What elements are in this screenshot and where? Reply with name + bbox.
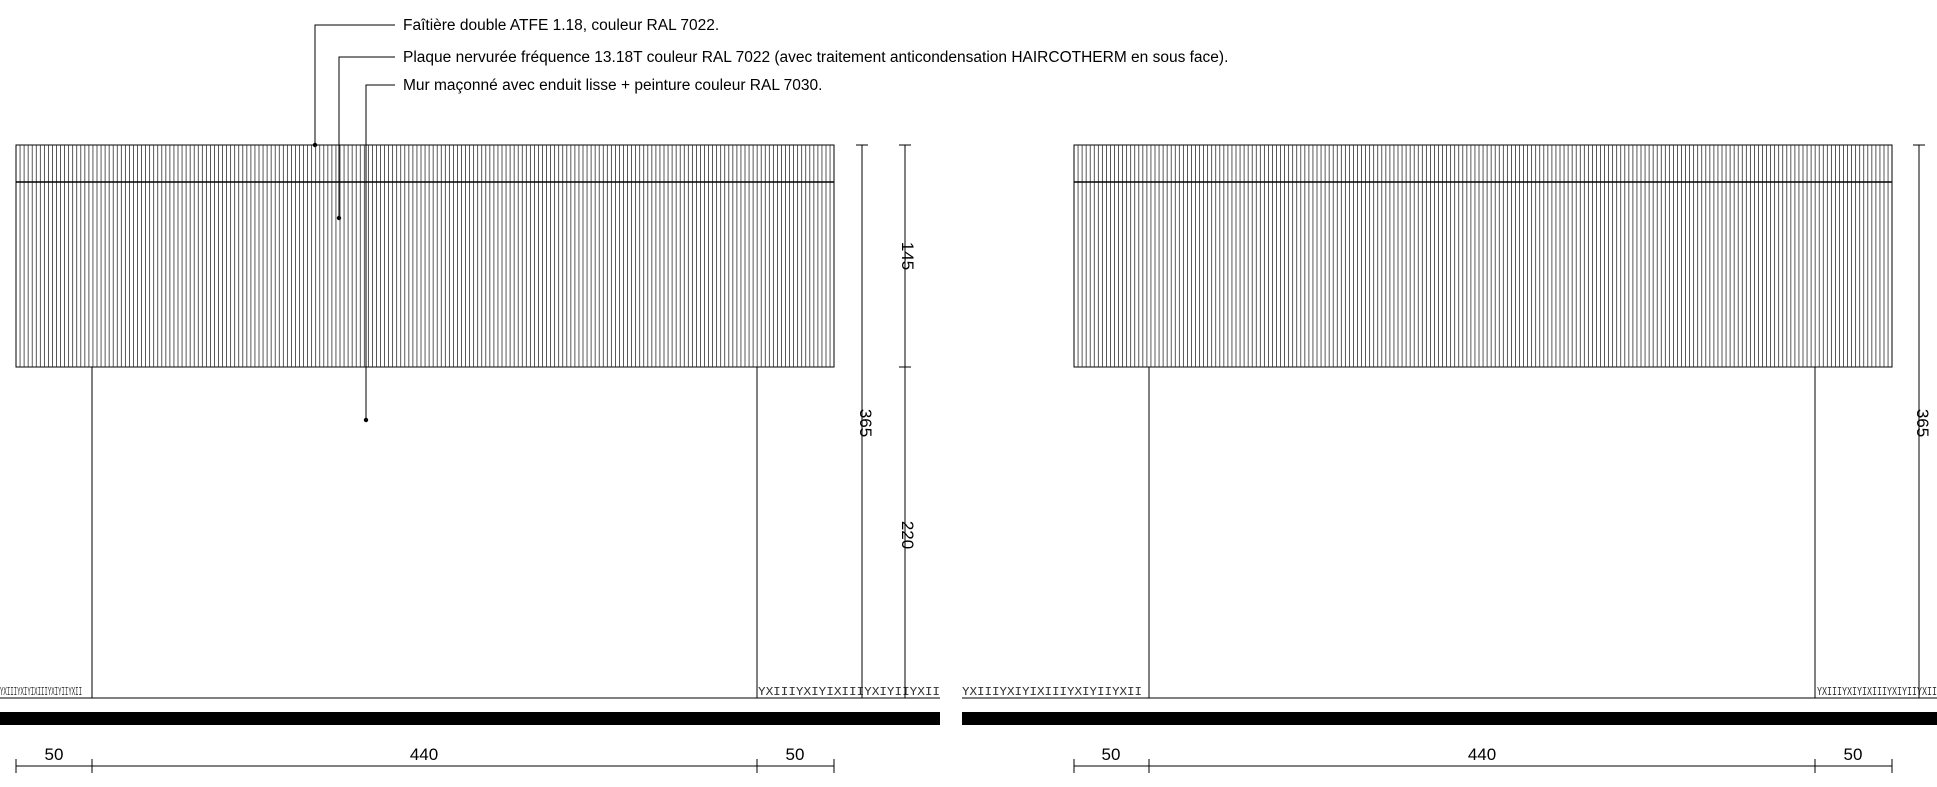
- roof-ribs-right: [1077, 145, 1889, 367]
- elevation-left: YXIIIYXIYIXIIIYXIYIIYXII YXIIIYXIYIXIIIY…: [0, 144, 940, 773]
- elevation-right: YXIIIYXIYIXIIIYXIYIIYXII YXIIIYXIYIXIIIY…: [962, 144, 1937, 773]
- grass-right-b: YXIIIYXIYIXIIIYXIYIIYXII: [1817, 685, 1937, 698]
- annotation-sheet: Plaque nervurée fréquence 13.18T couleur…: [403, 49, 1228, 66]
- dim-width-right-2: 440: [1468, 745, 1496, 764]
- dim-width-left-2: 440: [410, 745, 438, 764]
- dim-roof-height: 145: [898, 242, 917, 270]
- leader-wall: [365, 84, 395, 420]
- grass-right-a: YXIIIYXIYIXIIIYXIYIIYXII: [962, 685, 1142, 698]
- leader-dot-sheet: [336, 215, 342, 221]
- slab-left: [0, 712, 940, 725]
- dim-width-right-3: 50: [1844, 745, 1863, 764]
- grass-left-a: YXIIIYXIYIXIIIYXIYIIYXII: [0, 685, 82, 698]
- leader-ridge: [314, 24, 395, 145]
- annotation-wall: Mur maçonné avec enduit lisse + peinture…: [403, 77, 822, 94]
- leader-sheet: [338, 56, 395, 218]
- annotation-leaders: [312, 24, 395, 423]
- grass-left-b: YXIIIYXIYIXIIIYXIYIIYXII: [758, 685, 940, 698]
- dim-wall-height: 220: [898, 521, 917, 549]
- dim-width-left-1: 50: [45, 745, 64, 764]
- slab-right: [962, 712, 1937, 725]
- dim-width-left-3: 50: [786, 745, 805, 764]
- dim-total-height-left: 365: [856, 409, 875, 437]
- leader-dot-wall: [363, 417, 369, 423]
- annotation-ridge: Faîtière double ATFE 1.18, couleur RAL 7…: [403, 17, 719, 34]
- dim-width-right-1: 50: [1102, 745, 1121, 764]
- dim-total-height-right: 365: [1913, 409, 1932, 437]
- roof-ribs-left: [19, 145, 831, 367]
